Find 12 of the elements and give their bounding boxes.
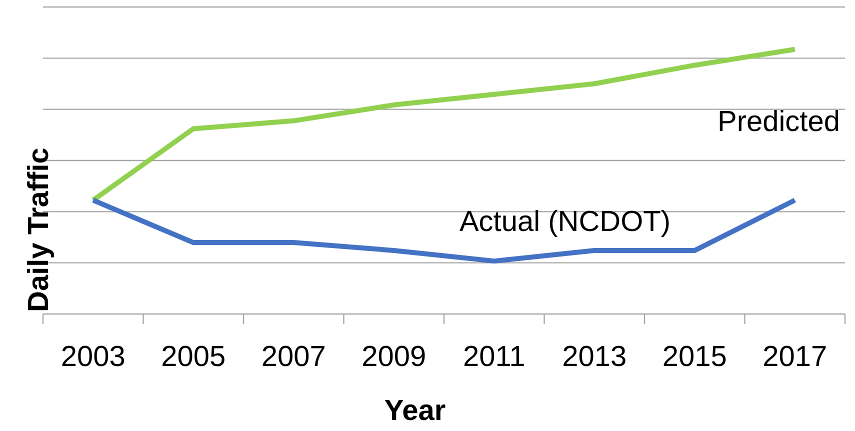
series-label: Actual (NCDOT) <box>459 206 671 238</box>
x-tick-label: 2005 <box>161 341 226 373</box>
series-label: Predicted <box>717 106 840 138</box>
x-axis-title: Year <box>384 395 446 427</box>
x-tick-label: 2011 <box>462 341 526 373</box>
x-tick-label: 2003 <box>60 341 126 373</box>
x-tick-label: 2007 <box>261 341 326 373</box>
y-axis-title: Daily Traffic <box>23 148 55 312</box>
x-tick-label: 2009 <box>362 341 426 373</box>
x-tick-label: 2017 <box>762 341 828 373</box>
x-tick-label: 2013 <box>562 341 627 373</box>
x-tick-label: 2015 <box>662 341 727 373</box>
